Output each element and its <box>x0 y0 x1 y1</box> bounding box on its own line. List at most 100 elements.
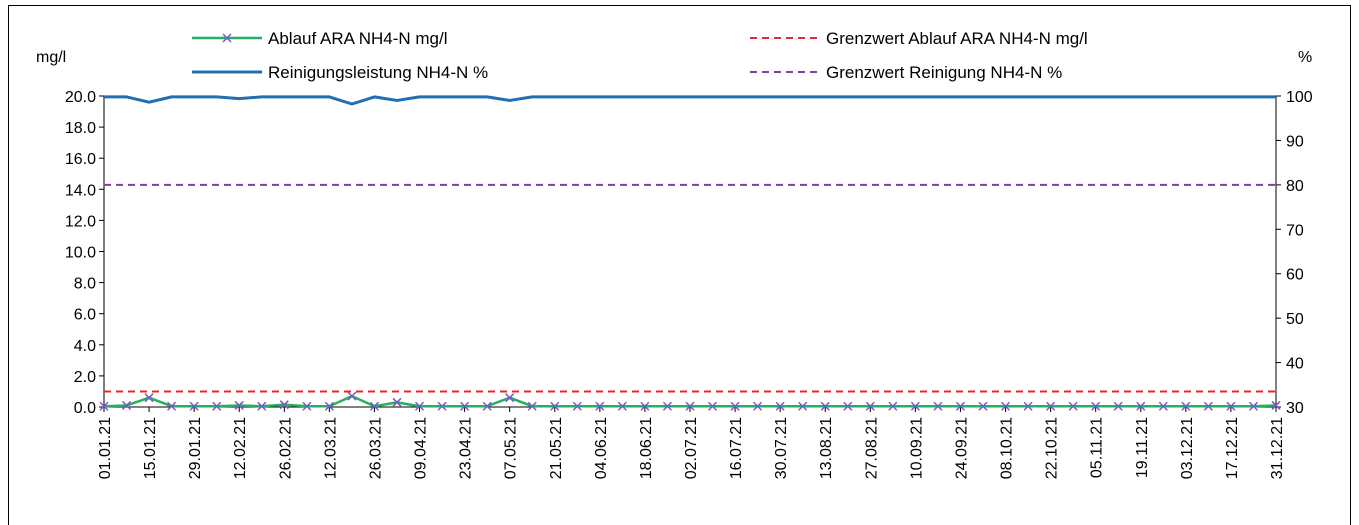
y-left-tick-label: 8.0 <box>74 276 96 293</box>
data-point <box>1158 401 1168 411</box>
y-left-tick-label: 16.0 <box>65 151 96 168</box>
data-point <box>730 401 740 411</box>
x-tick-label: 01.01.21 <box>97 417 114 479</box>
data-point <box>572 401 582 411</box>
data-point <box>775 401 785 411</box>
x-tick-label: 13.08.21 <box>818 417 835 479</box>
x-tick-label: 10.09.21 <box>908 417 925 479</box>
y-left-tick-label: 12.0 <box>65 213 96 230</box>
x-tick-label: 26.03.21 <box>367 417 384 479</box>
y-left-tick-label: 14.0 <box>65 182 96 199</box>
x-tick-label: 15.01.21 <box>142 417 159 479</box>
data-point <box>617 401 627 411</box>
x-tick-label: 18.06.21 <box>638 417 655 479</box>
right-axis-unit: % <box>1298 49 1312 66</box>
data-point <box>1203 401 1213 411</box>
data-point <box>302 401 312 411</box>
data-point <box>347 391 357 401</box>
line-chart: Ablauf ARA NH4-N mg/l Grenzwert Ablauf AR… <box>36 29 1313 479</box>
y-left-tick-label: 4.0 <box>74 338 96 355</box>
x-tick-label: 17.12.21 <box>1224 417 1241 479</box>
left-axis-unit: mg/l <box>36 49 66 66</box>
x-tick-label: 12.03.21 <box>322 417 339 479</box>
chart-frame <box>8 5 1351 525</box>
legend-label: Ablauf ARA NH4-N mg/l <box>268 29 448 48</box>
y-right-tick-label: 40 <box>1286 356 1304 373</box>
data-point <box>460 401 470 411</box>
x-tick-label: 05.11.21 <box>1089 417 1106 478</box>
legend-label: Grenzwert Ablauf ARA NH4-N mg/l <box>826 29 1088 48</box>
x-tick-label: 02.07.21 <box>683 417 700 479</box>
data-point <box>167 401 177 411</box>
y-right-tick-label: 60 <box>1286 267 1304 284</box>
y-right-tick-label: 90 <box>1286 133 1304 150</box>
data-point <box>122 400 132 410</box>
data-point <box>279 400 289 410</box>
data-point <box>640 401 650 411</box>
x-tick-label: 31.12.21 <box>1269 417 1286 479</box>
legend-marker <box>222 33 232 43</box>
x-tick-label: 30.07.21 <box>773 417 790 479</box>
data-point <box>257 401 267 411</box>
data-point <box>99 401 109 411</box>
series-line <box>103 394 1277 408</box>
data-point <box>595 401 605 411</box>
y-left-tick-label: 18.0 <box>65 120 96 137</box>
data-point <box>482 401 492 411</box>
data-point <box>978 401 988 411</box>
y-left-tick-label: 0.0 <box>74 400 96 417</box>
series-0 <box>99 391 1281 411</box>
legend-label: Grenzwert Reinigung NH4-N % <box>826 63 1062 82</box>
data-point <box>1046 401 1056 411</box>
x-tick-label: 22.10.21 <box>1044 417 1061 479</box>
data-point <box>888 401 898 411</box>
data-point <box>369 401 379 411</box>
x-tick-label: 08.10.21 <box>999 417 1016 479</box>
x-tick-label: 24.09.21 <box>953 417 970 479</box>
y-right-tick-label: 70 <box>1286 222 1304 239</box>
data-point <box>1113 401 1123 411</box>
data-point <box>1248 401 1258 411</box>
axes: 0.0 2.0 4.0 6.0 8.0 10.0 12.0 14.0 16.0 18.0 20.0 3… <box>65 89 1313 479</box>
x-tick-label: 03.12.21 <box>1179 417 1196 479</box>
data-point <box>1271 400 1281 410</box>
data-point <box>708 401 718 411</box>
series-line <box>104 95 1276 106</box>
legend-label: Reinigungsleistung NH4-N % <box>268 63 488 82</box>
y-left-tick-label: 20.0 <box>65 89 96 106</box>
data-point <box>1181 401 1191 411</box>
data-point <box>753 401 763 411</box>
y-left-tick-label: 6.0 <box>74 307 96 324</box>
data-point <box>505 393 515 403</box>
data-point <box>798 401 808 411</box>
y-left-tick-label: 10.0 <box>65 245 96 262</box>
legend-item: Grenzwert Ablauf ARA NH4-N mg/l <box>750 29 1088 48</box>
data-point <box>910 401 920 411</box>
y-right-tick-label: 100 <box>1286 89 1313 106</box>
data-point <box>212 401 222 411</box>
y-right-tick-label: 80 <box>1286 178 1304 195</box>
data-point <box>527 401 537 411</box>
x-tick-label: 23.04.21 <box>458 417 475 479</box>
data-point <box>685 401 695 411</box>
data-point <box>820 401 830 411</box>
x-tick-label: 09.04.21 <box>413 417 430 479</box>
x-tick-label: 27.08.21 <box>863 417 880 479</box>
data-point <box>234 400 244 410</box>
data-point <box>392 397 402 407</box>
data-point <box>415 401 425 411</box>
x-tick-label: 21.05.21 <box>548 417 565 479</box>
data-point <box>1226 401 1236 411</box>
x-tick-label: 04.06.21 <box>593 417 610 479</box>
data-point <box>955 401 965 411</box>
data-point <box>1001 401 1011 411</box>
x-tick-label: 07.05.21 <box>503 417 520 479</box>
data-point <box>865 401 875 411</box>
x-tick-label: 29.01.21 <box>187 417 204 479</box>
y-right-tick-label: 30 <box>1286 400 1304 417</box>
data-point <box>933 401 943 411</box>
x-tick-label: 19.11.21 <box>1134 417 1151 478</box>
plot-area <box>99 95 1281 411</box>
legend: Ablauf ARA NH4-N mg/l Grenzwert Ablauf AR… <box>192 29 1088 82</box>
series-1 <box>104 95 1276 106</box>
